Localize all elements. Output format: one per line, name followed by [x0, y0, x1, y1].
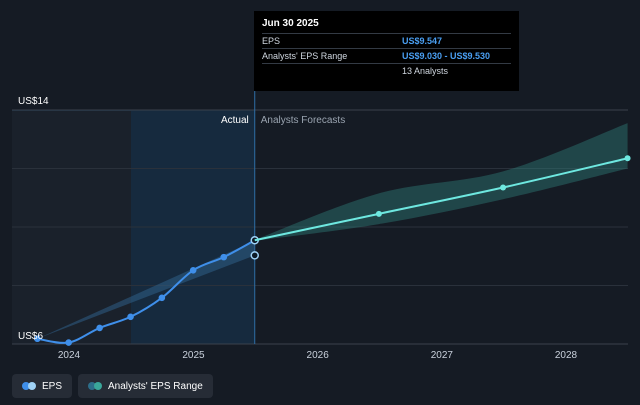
- historical-eps-range-band: [37, 240, 255, 339]
- x-tick-label: 2025: [182, 350, 205, 361]
- eps-forecast-point: [500, 184, 507, 191]
- tooltip: Jun 30 2025 EPS US$9.547 Analysts' EPS R…: [254, 11, 519, 91]
- forecast-label: Analysts Forecasts: [261, 115, 345, 126]
- legend-range-button[interactable]: Analysts' EPS Range: [78, 374, 213, 398]
- y-axis-max-label: US$14: [18, 96, 49, 107]
- eps-dot-icon-secondary: [28, 382, 36, 390]
- tooltip-row-eps: EPS US$9.547: [262, 34, 511, 49]
- tooltip-analysts-label: [262, 64, 402, 78]
- eps-forecast-line: [254, 157, 628, 242]
- eps-point: [220, 253, 228, 261]
- eps-dot-icon: [22, 382, 30, 390]
- eps-point: [65, 339, 72, 346]
- x-tick-label: 2024: [58, 350, 81, 361]
- eps-legend-icon: [22, 382, 36, 390]
- eps-point: [127, 313, 134, 321]
- tooltip-eps-value: US$9.547: [402, 36, 443, 46]
- eps-point: [96, 324, 103, 332]
- tooltip-row-range: Analysts' EPS Range US$9.030 - US$9.530: [262, 49, 511, 64]
- eps-point: [34, 335, 41, 343]
- x-tick-label: 2027: [431, 350, 454, 361]
- tooltip-range-value: US$9.030 - US$9.530: [402, 51, 491, 61]
- forecast-eps-range-band: [254, 123, 628, 241]
- y-axis-min-label: US$6: [18, 331, 43, 342]
- tooltip-eps-label: EPS: [262, 36, 281, 46]
- x-tick-label: 2026: [307, 350, 330, 361]
- eps-point: [158, 294, 166, 302]
- legend: EPS Analysts' EPS Range: [12, 374, 213, 398]
- tooltip-date: Jun 30 2025: [262, 17, 511, 34]
- legend-eps-label: EPS: [42, 380, 63, 392]
- range-legend-icon: [88, 382, 103, 390]
- eps-range-low-point: [250, 251, 259, 260]
- x-tick-label: 2028: [555, 350, 578, 361]
- eps-forecast-point: [624, 155, 631, 162]
- legend-range-label: Analysts' EPS Range: [108, 380, 203, 392]
- tooltip-analysts-value: 13 Analysts: [402, 66, 449, 76]
- tooltip-row-analysts: 13 Analysts: [262, 64, 511, 78]
- range-dot-icon-secondary: [94, 382, 103, 390]
- tooltip-range-label: Analysts' EPS Range: [262, 51, 348, 61]
- eps-point: [189, 266, 197, 274]
- range-dot-icon: [88, 382, 97, 390]
- actual-label: Actual: [221, 115, 249, 126]
- legend-eps-button[interactable]: EPS: [12, 374, 73, 398]
- eps-forecast-point: [375, 210, 382, 217]
